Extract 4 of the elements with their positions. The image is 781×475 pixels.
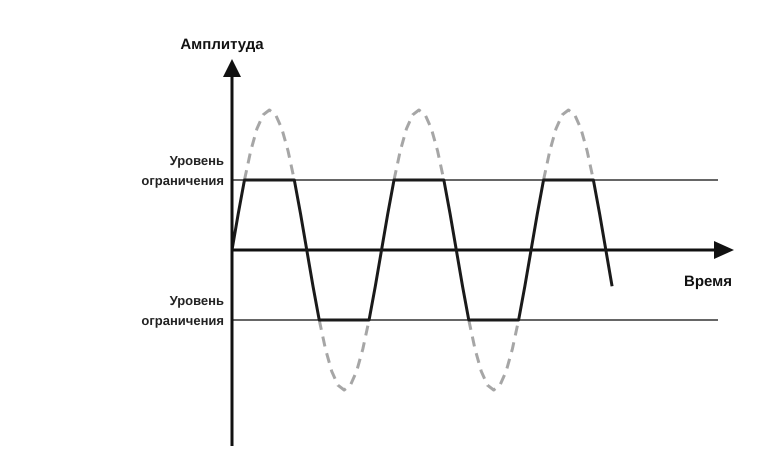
x-axis-title: Время — [684, 273, 732, 290]
ref-line-label: Уровень ограничения — [141, 153, 224, 188]
ref-line-label: Уровень ограничения — [141, 293, 224, 328]
y-axis-title: Амплитуда — [180, 36, 264, 53]
